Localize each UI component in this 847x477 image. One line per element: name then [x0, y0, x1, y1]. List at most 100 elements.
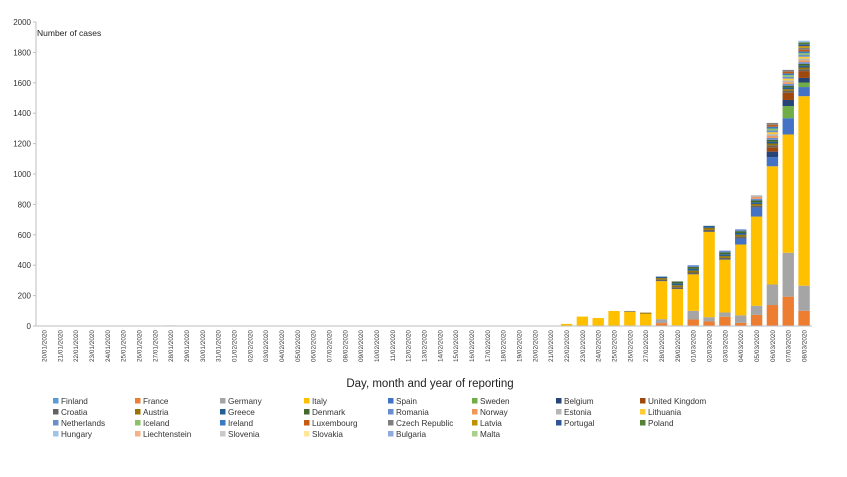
x-tick-label: 11/02/2020 [390, 330, 397, 362]
bar-segment-other [750, 202, 763, 204]
x-tick-label: 03/03/2020 [722, 330, 729, 362]
bar-segment-other [798, 60, 810, 63]
legend-label: Poland [648, 419, 674, 428]
legend-swatch [53, 398, 59, 404]
bar-segment-other [735, 232, 747, 235]
bar-segment-italy [798, 96, 810, 286]
bar-segment-belgium [798, 77, 810, 83]
bar-segment-other [782, 75, 794, 77]
legend-swatch [556, 398, 562, 404]
y-tick-label: 200 [18, 292, 32, 301]
x-tick-label: 14/02/2020 [437, 330, 444, 362]
x-tick-label: 29/02/2020 [675, 330, 682, 362]
legend-swatch [135, 398, 141, 404]
legend-item-austria: Austria [135, 408, 169, 417]
legend-label: Belgium [564, 397, 594, 406]
bar-segment-germany [750, 305, 763, 315]
legend-swatch [220, 431, 226, 437]
legend-item-norway: Norway [472, 408, 509, 417]
legend-swatch [53, 409, 59, 415]
legend-label: Finland [61, 397, 88, 406]
x-tick-label: 19/02/2020 [517, 330, 524, 362]
x-tick-label: 07/02/2020 [326, 330, 333, 362]
bar-segment-italy [640, 313, 652, 326]
x-tick-label: 28/02/2020 [659, 330, 666, 362]
legend-label: Lithuania [648, 408, 682, 417]
legend-item-spain: Spain [388, 397, 417, 406]
legend-label: Spain [396, 397, 417, 406]
bar-segment-other [782, 76, 794, 79]
bar-segment-germany [766, 284, 779, 306]
legend: Finland France Germany Italy Spain Sweden Belg… [53, 397, 706, 439]
legend-item-croatia: Croatia [53, 408, 88, 417]
bar-segment-france [703, 321, 715, 326]
bar-segment-other [798, 56, 810, 59]
legend-swatch [135, 409, 141, 415]
legend-label: Hungary [61, 430, 93, 439]
x-tick-label: 30/01/2020 [200, 330, 207, 362]
bar-segment-italy [782, 134, 794, 253]
bar-segment-other [798, 58, 810, 61]
x-tick-label: 05/02/2020 [295, 330, 302, 362]
bar-segment-other [782, 89, 794, 91]
bar-segment-other [735, 236, 747, 239]
bar-segment-other [719, 257, 731, 260]
bar-segment-sweden [798, 82, 810, 88]
bar-segment-france [798, 310, 810, 326]
legend-swatch [220, 409, 226, 415]
legend-swatch [220, 398, 226, 404]
bar-segment-other [798, 53, 810, 56]
x-tick-label: 28/01/2020 [168, 330, 175, 362]
bar-segment-france [735, 322, 747, 326]
bar-segment-other [735, 234, 747, 237]
legend-item-sweden: Sweden [472, 397, 510, 406]
bar-segment-other [798, 42, 810, 45]
bar-segment-germany [687, 310, 699, 320]
bar-segment-other [766, 134, 779, 137]
x-tick-label: 13/02/2020 [422, 330, 429, 362]
x-tick-label: 21/02/2020 [548, 330, 555, 362]
x-tick-label: 05/03/2020 [754, 330, 761, 362]
bar-segment-france [782, 296, 794, 326]
legend-item-greece: Greece [220, 408, 255, 417]
y-tick-label: 800 [18, 200, 32, 209]
bar-segment-other [671, 287, 684, 290]
x-tick-label: 25/01/2020 [121, 330, 128, 362]
bar-segment-other [687, 270, 699, 273]
legend-swatch [472, 431, 478, 437]
legend-label: Romania [396, 408, 429, 417]
bar-segment-italy [608, 310, 620, 326]
x-tick-label: 20/02/2020 [532, 330, 539, 362]
legend-label: Germany [228, 397, 263, 406]
bar-segment-spain [782, 118, 794, 135]
legend-item-portugal: Portugal [556, 419, 595, 428]
legend-label: Italy [312, 397, 328, 406]
bar-segment-other [750, 195, 763, 198]
bar-segment-france [750, 314, 763, 326]
bar-segment-other [750, 198, 763, 201]
legend-item-hungary: Hungary [53, 430, 93, 439]
legend-swatch [556, 420, 562, 426]
bar-segment-germany [703, 317, 715, 322]
bar-segment-other [798, 44, 810, 47]
legend-item-slovenia: Slovenia [220, 430, 260, 439]
bar-segment-other [798, 63, 810, 66]
legend-swatch [53, 420, 59, 426]
legend-swatch [304, 409, 310, 415]
bar-segment-other [766, 145, 779, 148]
bar-segment-germany [719, 312, 731, 317]
bar-segment-other [687, 268, 699, 271]
bar-segment-other [703, 229, 715, 232]
y-tick-label: 0 [27, 322, 32, 331]
legend-item-liechtenstein: Liechtenstein [135, 430, 192, 439]
y-tick-label: 600 [18, 231, 32, 240]
x-tick-label: 29/01/2020 [184, 330, 191, 362]
legend-item-poland: Poland [640, 419, 674, 428]
bar-segment-other [782, 82, 794, 84]
legend-swatch [472, 409, 478, 415]
legend-swatch [640, 398, 646, 404]
bar-segment-france [766, 305, 779, 326]
legend-label: Estonia [564, 408, 592, 417]
bar-segment-other [687, 265, 699, 268]
